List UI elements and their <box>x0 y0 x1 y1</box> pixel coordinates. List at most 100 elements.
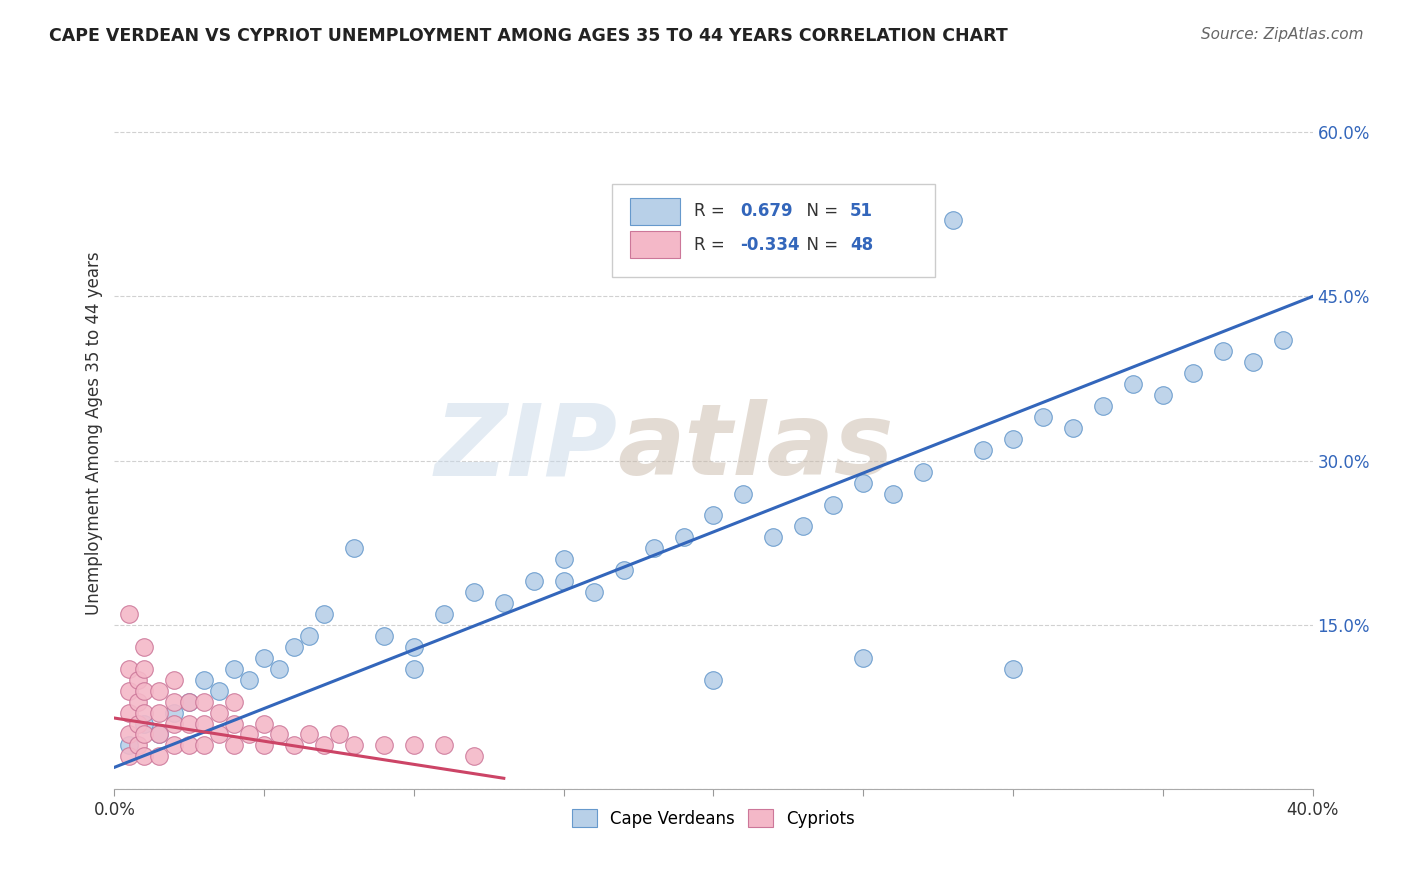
Point <box>163 739 186 753</box>
Point <box>492 596 515 610</box>
Point <box>163 673 186 687</box>
Point <box>127 739 149 753</box>
Point <box>1091 399 1114 413</box>
Point <box>942 212 965 227</box>
Point <box>208 706 231 720</box>
Point <box>148 706 170 720</box>
Point <box>882 486 904 500</box>
Point <box>208 683 231 698</box>
Text: R =: R = <box>695 202 730 220</box>
Point <box>1001 432 1024 446</box>
Text: N =: N = <box>796 235 844 253</box>
Point <box>179 739 201 753</box>
Text: N =: N = <box>796 202 844 220</box>
Point <box>1271 333 1294 347</box>
Point <box>1062 421 1084 435</box>
Point <box>193 673 215 687</box>
Point <box>118 727 141 741</box>
Point <box>179 716 201 731</box>
Point <box>179 695 201 709</box>
Point <box>1001 662 1024 676</box>
Point <box>193 716 215 731</box>
Point <box>314 607 336 621</box>
Point <box>613 563 636 577</box>
Point <box>253 739 276 753</box>
Point <box>733 486 755 500</box>
Point <box>163 706 186 720</box>
Point <box>193 695 215 709</box>
Point <box>269 662 291 676</box>
Point <box>373 739 395 753</box>
Point <box>762 530 785 544</box>
Point <box>148 683 170 698</box>
Point <box>672 530 695 544</box>
Point <box>328 727 350 741</box>
FancyBboxPatch shape <box>612 185 935 277</box>
Point <box>702 673 724 687</box>
Text: Source: ZipAtlas.com: Source: ZipAtlas.com <box>1201 27 1364 42</box>
Point <box>134 706 156 720</box>
Point <box>118 662 141 676</box>
Point <box>283 640 305 654</box>
Point <box>134 749 156 764</box>
Point <box>972 442 994 457</box>
Point <box>433 607 456 621</box>
Point <box>238 727 260 741</box>
Point <box>269 727 291 741</box>
Point <box>208 727 231 741</box>
Point <box>127 716 149 731</box>
FancyBboxPatch shape <box>630 231 681 258</box>
Text: atlas: atlas <box>617 399 894 496</box>
Point <box>314 739 336 753</box>
Point <box>553 552 575 566</box>
Point <box>118 607 141 621</box>
Point <box>852 650 875 665</box>
Point <box>118 683 141 698</box>
Point <box>224 739 246 753</box>
Point <box>253 716 276 731</box>
Point <box>134 727 156 741</box>
Point <box>298 629 321 643</box>
Point <box>238 673 260 687</box>
Point <box>343 541 366 556</box>
Text: 51: 51 <box>851 202 873 220</box>
Point <box>224 662 246 676</box>
Point <box>463 749 485 764</box>
Point <box>224 695 246 709</box>
Point <box>373 629 395 643</box>
Point <box>118 749 141 764</box>
Text: R =: R = <box>695 235 730 253</box>
Point <box>283 739 305 753</box>
Point <box>343 739 366 753</box>
Text: 48: 48 <box>851 235 873 253</box>
Point <box>163 716 186 731</box>
Point <box>553 574 575 589</box>
Point <box>1241 355 1264 369</box>
Point <box>118 706 141 720</box>
Point <box>134 683 156 698</box>
Point <box>402 640 425 654</box>
Point <box>148 749 170 764</box>
Point <box>134 716 156 731</box>
Point <box>702 508 724 523</box>
Legend: Cape Verdeans, Cypriots: Cape Verdeans, Cypriots <box>565 803 862 834</box>
Point <box>253 650 276 665</box>
Point <box>523 574 546 589</box>
Point <box>463 585 485 599</box>
Text: 0.679: 0.679 <box>740 202 793 220</box>
Point <box>852 475 875 490</box>
Y-axis label: Unemployment Among Ages 35 to 44 years: Unemployment Among Ages 35 to 44 years <box>86 252 103 615</box>
Point <box>582 585 605 599</box>
Point <box>1032 409 1054 424</box>
Point <box>402 662 425 676</box>
FancyBboxPatch shape <box>630 198 681 225</box>
Point <box>148 727 170 741</box>
Point <box>433 739 456 753</box>
Text: ZIP: ZIP <box>434 399 617 496</box>
Text: CAPE VERDEAN VS CYPRIOT UNEMPLOYMENT AMONG AGES 35 TO 44 YEARS CORRELATION CHART: CAPE VERDEAN VS CYPRIOT UNEMPLOYMENT AMO… <box>49 27 1008 45</box>
Point <box>1152 388 1174 402</box>
Point <box>1181 366 1204 380</box>
Point <box>823 498 845 512</box>
Point <box>134 640 156 654</box>
Point <box>1212 344 1234 359</box>
